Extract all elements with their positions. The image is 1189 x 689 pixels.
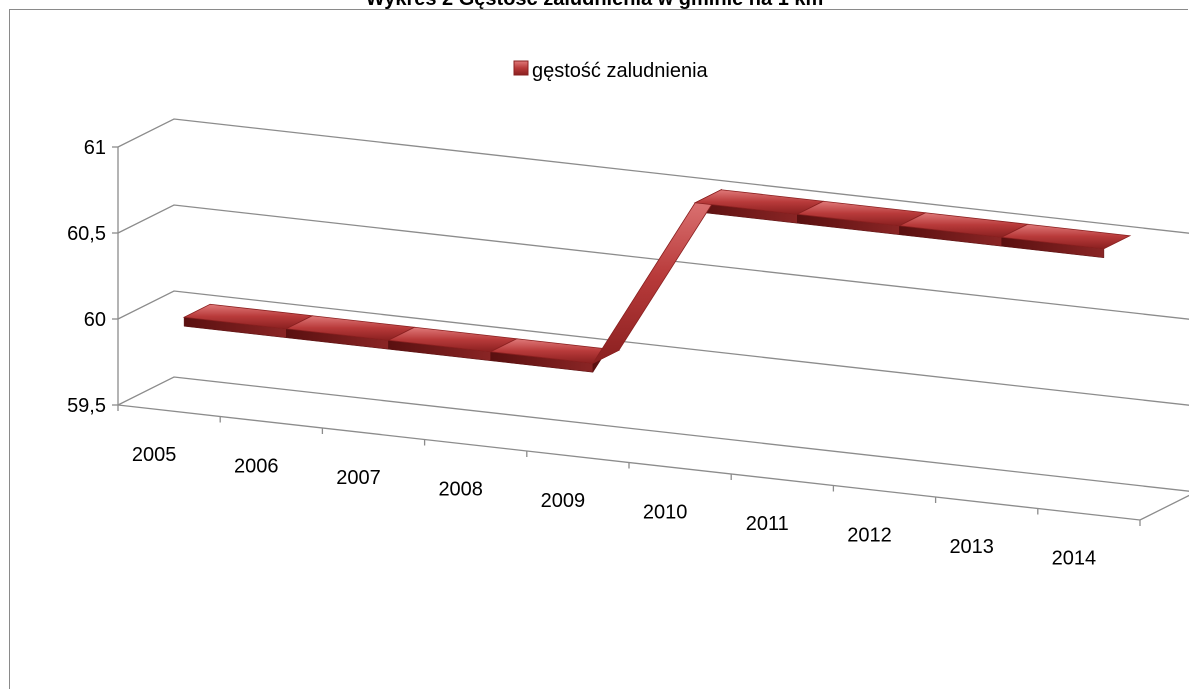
- y-tick-label: 60: [84, 309, 106, 331]
- x-tick-label: 2009: [541, 490, 586, 512]
- axes: 59,5 60 60,5 61 2005 2006 2007 2008 2009 2010 2011…: [67, 137, 1189, 569]
- x-tick-label: 2012: [847, 524, 892, 546]
- y-tick-label: 61: [84, 137, 106, 159]
- y-tick-label: 60,5: [67, 223, 106, 245]
- x-tick-label: 2013: [949, 536, 994, 558]
- x-tick-label: 2014: [1052, 547, 1097, 569]
- x-tick-label: 2007: [336, 467, 381, 489]
- x-tick-label: 2008: [438, 478, 483, 500]
- x-tick-label: 2006: [234, 455, 279, 477]
- legend: gęstość zaludnienia: [514, 60, 709, 82]
- y-tick-label: 59,5: [67, 395, 106, 417]
- x-tick-label: 2010: [643, 501, 688, 523]
- x-tick-label: 2005: [132, 444, 177, 466]
- series-segment: [593, 190, 721, 364]
- grid-lines: [118, 119, 1189, 492]
- gridline: [118, 377, 1189, 492]
- x-tick-label: 2011: [746, 513, 789, 535]
- legend-swatch: [514, 61, 528, 75]
- legend-label: gęstość zaludnienia: [532, 60, 709, 82]
